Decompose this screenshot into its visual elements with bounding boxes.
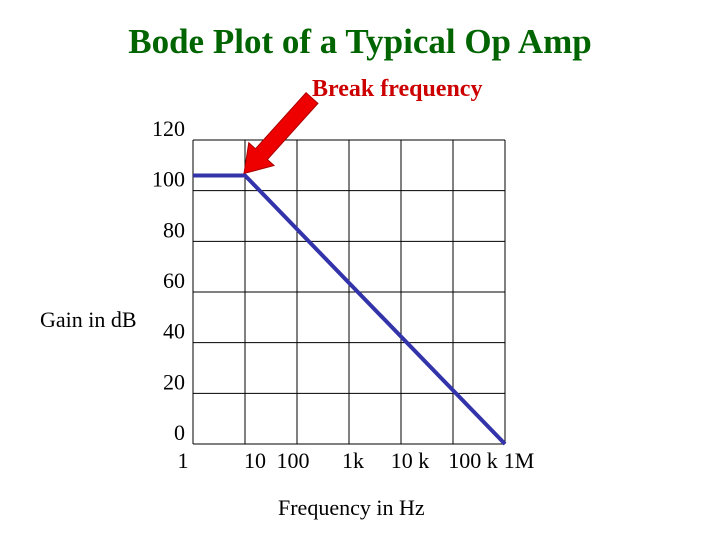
x-tick-label: 100 k	[448, 448, 498, 473]
y-tick-label: 20	[163, 369, 185, 394]
x-axis-label: Frequency in Hz	[278, 495, 425, 520]
y-tick-label: 80	[163, 217, 185, 242]
x-tick-label: 1M	[504, 448, 535, 473]
series-line	[193, 173, 507, 446]
x-tick-label: 1k	[342, 448, 364, 473]
break-frequency-arrow	[243, 91, 319, 175]
y-tick-label: 60	[163, 268, 185, 293]
slide-title: Bode Plot of a Typical Op Amp	[128, 22, 592, 61]
y-tick-label: 0	[174, 420, 185, 445]
series	[193, 173, 507, 446]
y-tick-labels: 0 20 40 60 80 100 120	[152, 116, 185, 445]
x-tick-label: 10	[244, 448, 266, 473]
grid	[192, 139, 506, 445]
break-frequency-label: Break frequency	[312, 76, 483, 102]
y-tick-label: 100	[152, 167, 185, 192]
y-axis-label: Gain in dB	[40, 307, 137, 332]
y-tick-label: 40	[163, 319, 185, 344]
annotation-arrow-group	[243, 91, 319, 175]
x-tick-labels: 1 10 100 1k 10 k 100 k 1M	[178, 448, 535, 473]
x-tick-label: 10 k	[391, 448, 430, 473]
x-tick-label: 1	[178, 448, 189, 473]
x-tick-label: 100	[277, 448, 310, 473]
y-tick-label: 120	[152, 116, 185, 141]
